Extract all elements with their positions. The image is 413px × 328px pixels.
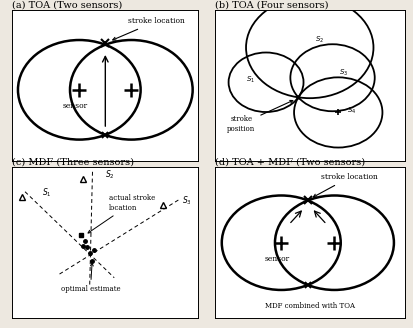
Text: (d) TOA + MDF (Two sensors): (d) TOA + MDF (Two sensors) — [215, 157, 365, 167]
Text: sensor: sensor — [63, 102, 88, 110]
Text: $S_3$: $S_3$ — [339, 68, 349, 78]
Text: optimal estimate: optimal estimate — [61, 263, 120, 293]
Text: $S_3$: $S_3$ — [181, 195, 191, 207]
Text: stroke location: stroke location — [313, 174, 378, 197]
Text: MDF combined with TOA: MDF combined with TOA — [265, 302, 355, 310]
Text: (b) TOA (Four sensors): (b) TOA (Four sensors) — [215, 0, 328, 9]
Text: stroke
position: stroke position — [227, 100, 293, 133]
Text: $S_2$: $S_2$ — [315, 34, 324, 45]
Text: actual stroke
location: actual stroke location — [88, 194, 155, 233]
Text: (c) MDF (Three sensors): (c) MDF (Three sensors) — [12, 157, 134, 167]
Text: $S_1$: $S_1$ — [246, 75, 255, 86]
Text: $S_2$: $S_2$ — [105, 169, 115, 181]
Text: $S_4$: $S_4$ — [347, 105, 356, 116]
Text: stroke location: stroke location — [113, 17, 185, 40]
Text: $S_1$: $S_1$ — [42, 187, 52, 199]
Text: (a) TOA (Two sensors): (a) TOA (Two sensors) — [12, 0, 123, 9]
Text: sensor: sensor — [265, 255, 290, 263]
